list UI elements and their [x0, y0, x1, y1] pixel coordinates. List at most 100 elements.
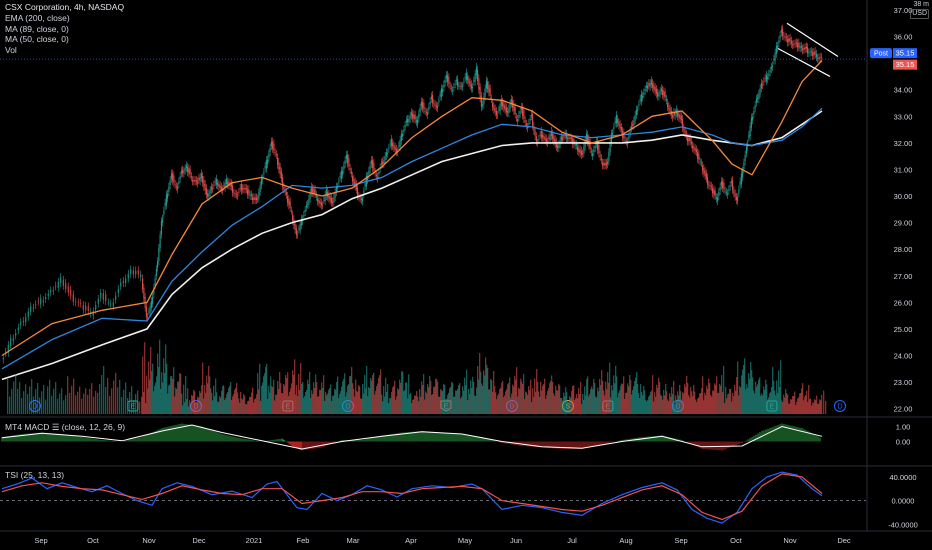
candle — [719, 186, 721, 191]
tsi-pane[interactable] — [0, 471, 866, 524]
candle — [265, 160, 267, 169]
volume-bar — [771, 387, 773, 414]
candle — [209, 190, 211, 194]
volume-bar — [559, 385, 561, 414]
volume-bar — [113, 380, 115, 414]
symbol-title[interactable]: CSX Corporation, 4h, NASDAQ — [5, 2, 125, 12]
volume-bar — [217, 401, 219, 414]
volume-bar — [760, 395, 762, 414]
volume-bar — [506, 389, 508, 414]
legend-ma50[interactable]: MA (50, close, 0) — [5, 34, 69, 45]
volume-bar — [99, 384, 101, 414]
volume-bar — [558, 384, 560, 414]
price-pane[interactable]: DEDEDEDSEDED — [0, 22, 866, 412]
currency-label[interactable]: USD — [910, 9, 929, 19]
candle — [699, 161, 701, 163]
volume-bar — [436, 379, 438, 414]
volume-bar — [295, 394, 297, 414]
volume-bar — [775, 395, 777, 414]
volume-bar — [763, 386, 765, 414]
candle — [487, 81, 489, 90]
volume-bar — [455, 390, 457, 414]
volume-bar — [461, 396, 463, 414]
volume-bar — [481, 383, 483, 414]
price-tick-label: 29.00 — [894, 219, 913, 228]
tsi-label[interactable]: TSI (25, 13, 13) — [5, 470, 65, 480]
volume-bar — [433, 386, 435, 414]
candle — [150, 301, 152, 308]
volume-bar — [547, 390, 549, 414]
candle — [190, 176, 192, 178]
volume-bar — [736, 377, 738, 414]
candle — [697, 152, 699, 159]
candle — [325, 189, 327, 197]
volume-bar — [260, 400, 262, 414]
candle — [580, 150, 582, 155]
volume-bar — [516, 367, 518, 414]
candle — [298, 229, 300, 231]
volume-bar — [702, 376, 704, 414]
volume-bar — [301, 384, 303, 414]
volume-bar — [103, 366, 105, 414]
volume-bar — [334, 388, 336, 414]
volume-bar — [200, 393, 202, 414]
volume-bar — [678, 395, 680, 414]
candle — [634, 114, 636, 121]
volume-bar — [277, 381, 279, 414]
candle — [540, 130, 542, 138]
volume-bar — [268, 385, 270, 414]
candle — [649, 83, 651, 88]
candle — [345, 154, 347, 159]
candle — [718, 192, 720, 197]
candle — [515, 116, 517, 118]
volume-bar — [753, 390, 755, 414]
candle — [640, 93, 642, 102]
macd-label[interactable]: MT4 MACD ☰ (close, 12, 26, 9) — [5, 422, 126, 432]
candle — [418, 113, 420, 119]
candle — [247, 189, 249, 195]
volume-bar — [425, 391, 427, 414]
legend-ma89[interactable]: MA (89, close, 0) — [5, 23, 69, 34]
volume-bar — [380, 369, 382, 414]
candle — [647, 85, 649, 89]
candle — [694, 148, 696, 151]
volume-bar — [247, 401, 249, 414]
macd-pane[interactable] — [1, 423, 823, 451]
candle — [313, 188, 315, 194]
volume-bar — [458, 385, 460, 414]
svg-text:D: D — [837, 404, 842, 411]
candle — [603, 162, 605, 166]
legend-ema200[interactable]: EMA (200, close) — [5, 12, 70, 23]
volume-bar — [420, 396, 422, 414]
volume-bar — [630, 379, 632, 414]
volume-bar — [338, 398, 340, 414]
candle — [465, 72, 467, 80]
volume-bar — [230, 382, 232, 414]
last-price-tag — [893, 59, 917, 70]
candle — [807, 47, 809, 54]
volume-bar — [687, 382, 689, 414]
volume-bar — [746, 384, 748, 414]
volume-bar — [538, 391, 540, 414]
volume-bar — [602, 380, 604, 414]
volume-bar — [165, 344, 167, 414]
volume-bar — [7, 379, 9, 414]
candle — [377, 176, 379, 179]
candle — [763, 81, 765, 82]
volume-bar — [774, 390, 776, 414]
candle — [230, 183, 232, 187]
candle — [330, 198, 332, 203]
candle — [169, 180, 171, 186]
volume-bar — [79, 386, 81, 414]
volume-bar — [632, 390, 634, 414]
price-scale-header[interactable]: 38 m USD — [910, 1, 929, 19]
volume-bar — [203, 398, 205, 414]
candle — [773, 59, 775, 61]
legend-vol[interactable]: Vol — [5, 45, 17, 56]
candle — [100, 293, 102, 298]
tsi-tick-label: 40.0000 — [889, 473, 916, 482]
candle — [788, 38, 790, 42]
volume-bar — [472, 377, 474, 414]
candle — [784, 36, 786, 38]
